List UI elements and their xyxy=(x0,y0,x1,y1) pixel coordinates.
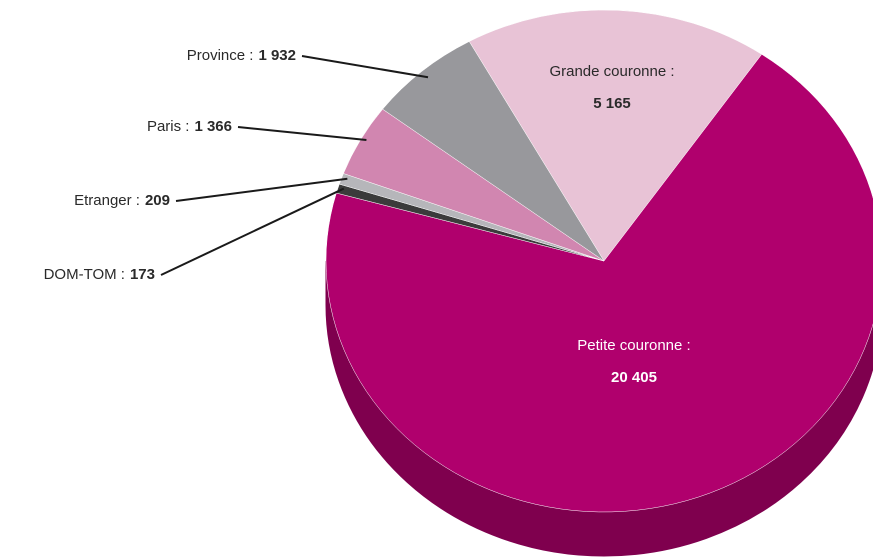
leader-line xyxy=(301,55,429,79)
leader-line xyxy=(237,126,367,142)
slice-label: Grande couronne : xyxy=(549,63,674,80)
slice-label: Province :1 932 xyxy=(187,47,296,64)
value-label: 20 405 xyxy=(611,369,657,386)
slice-label: Etranger : 209 xyxy=(74,192,170,209)
pie-slice xyxy=(468,9,763,262)
value-label: 209 xyxy=(145,192,170,209)
category-name: Etranger : xyxy=(74,192,140,209)
slice-label: DOM-TOM : 173 xyxy=(44,266,155,283)
pie-slice xyxy=(382,41,605,262)
slice-label: Petite couronne : xyxy=(577,337,690,354)
category-name: DOM-TOM : xyxy=(44,266,125,283)
value-label: 173 xyxy=(130,266,155,283)
leader-line xyxy=(160,187,345,276)
category-name: Paris : xyxy=(147,118,190,135)
pie-slice xyxy=(325,53,873,513)
slice-label: Paris :1 366 xyxy=(147,118,232,135)
value-label: 1 366 xyxy=(194,118,232,135)
value-label: 1 932 xyxy=(258,47,296,64)
value-label: 5 165 xyxy=(593,95,631,112)
category-name: Province : xyxy=(187,47,254,64)
leader-line xyxy=(175,177,348,202)
